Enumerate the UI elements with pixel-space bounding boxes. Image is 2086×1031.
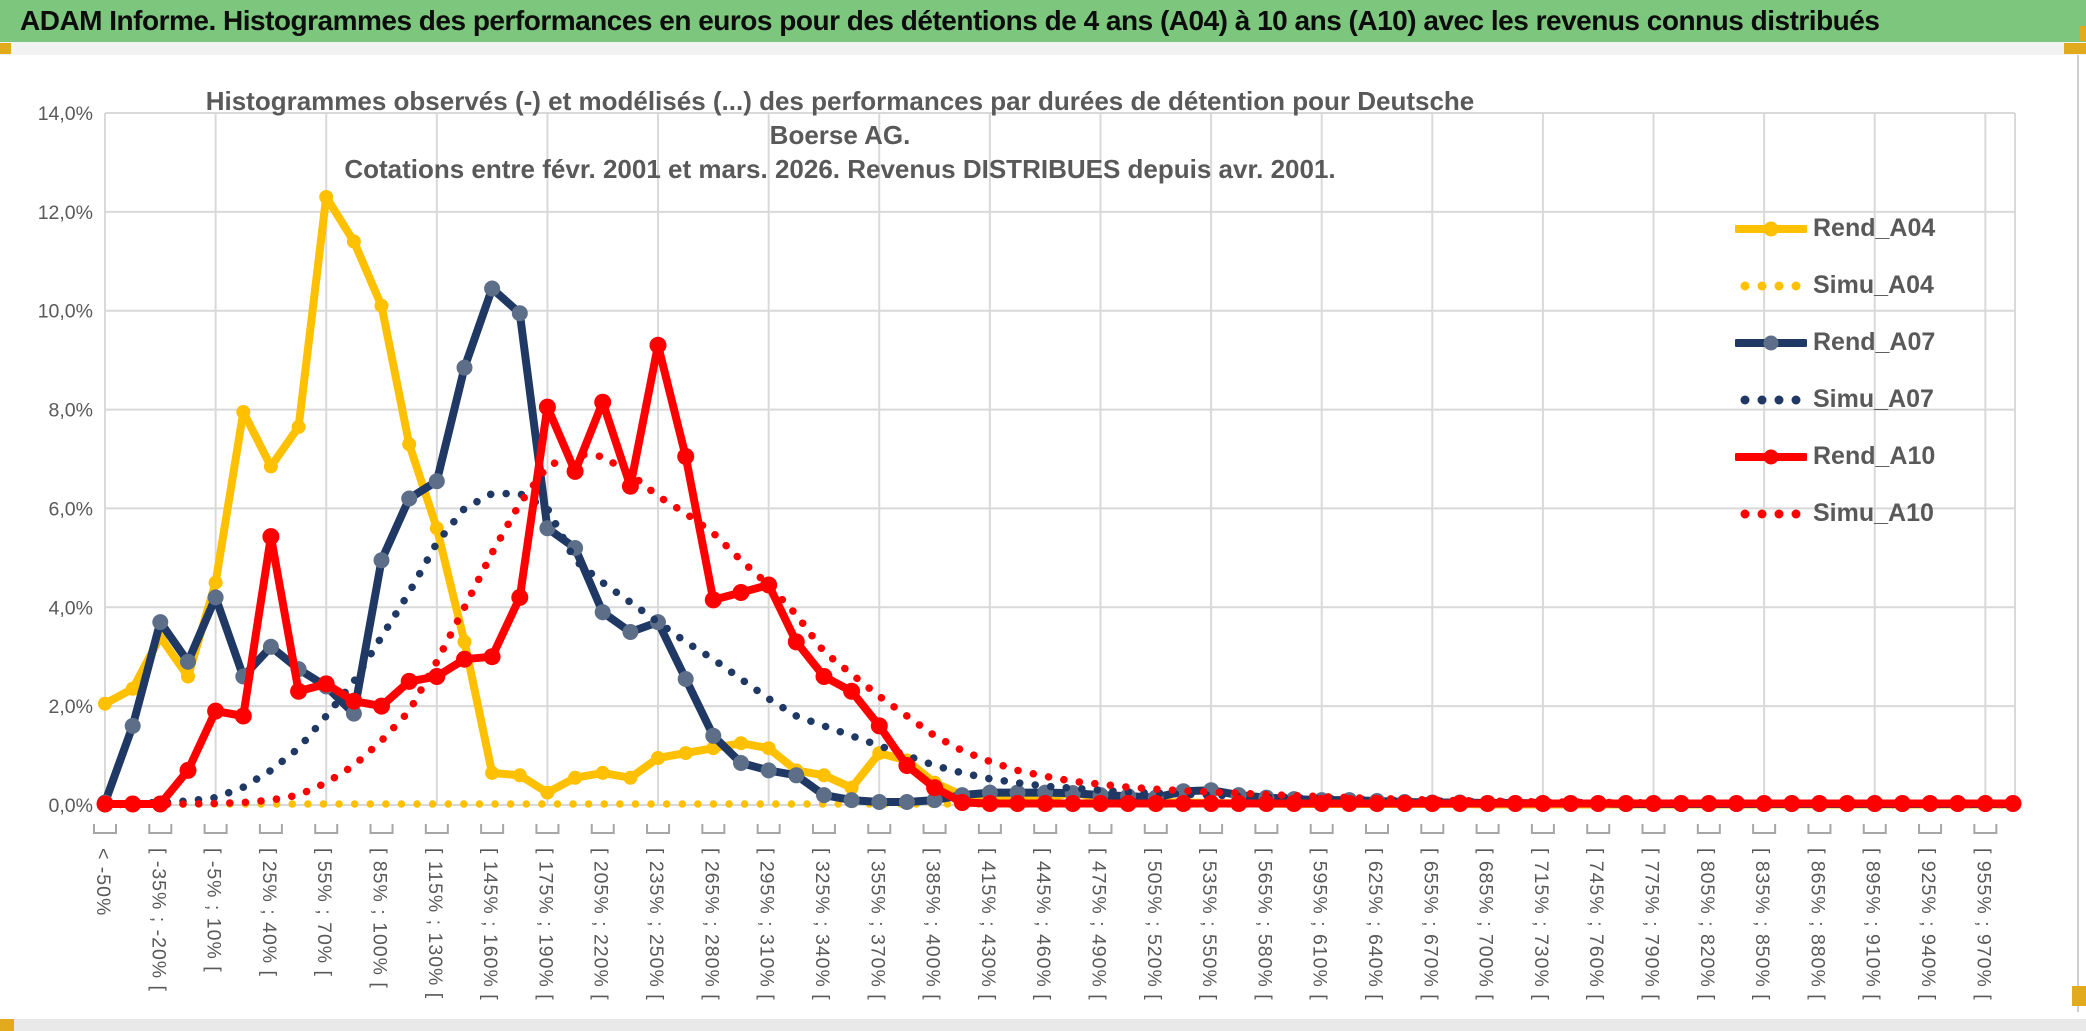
svg-text:[ 325% ; 340% [: [ 325% ; 340% [ bbox=[811, 848, 833, 1001]
svg-text:< -50%: < -50% bbox=[92, 848, 114, 916]
legend-label: Simu_A10 bbox=[1813, 499, 1934, 527]
title-banner: ADAM Informe. Histogrammes des performan… bbox=[0, 0, 2086, 42]
chart-title-line1: Histogrammes observés (-) et modélisés (… bbox=[205, 86, 1475, 150]
dotted-line-sample-icon bbox=[1735, 503, 1807, 525]
legend-label: Rend_A07 bbox=[1813, 328, 1936, 356]
gold-corner-top-left bbox=[0, 43, 11, 54]
svg-text:[ 535% ; 550% [: [ 535% ; 550% [ bbox=[1198, 848, 1220, 1001]
banner-substrip bbox=[0, 42, 2086, 55]
svg-text:[ 205% ; 220% [: [ 205% ; 220% [ bbox=[590, 848, 612, 1001]
svg-text:[ 235% ; 250% [: [ 235% ; 250% [ bbox=[645, 848, 667, 1001]
legend-item-simu-a04[interactable]: Simu_A04 bbox=[1735, 257, 2025, 314]
chart-legend: Rend_A04 Simu_A04 Rend_A07 Simu_A07 Rend… bbox=[1733, 200, 2025, 542]
gold-corner-bottom-left bbox=[0, 1019, 14, 1031]
svg-text:[ 175% ; 190% [: [ 175% ; 190% [ bbox=[534, 848, 556, 1001]
svg-text:[ 355% ; 370% [: [ 355% ; 370% [ bbox=[866, 848, 888, 1001]
legend-item-simu-a07[interactable]: Simu_A07 bbox=[1735, 371, 2025, 428]
gold-corner-top-right bbox=[2064, 43, 2086, 54]
legend-item-rend-a07[interactable]: Rend_A07 bbox=[1733, 314, 2025, 371]
legend-item-rend-a10[interactable]: Rend_A10 bbox=[1733, 428, 2025, 485]
svg-text:[ 145% ; 160% [: [ 145% ; 160% [ bbox=[479, 848, 501, 1001]
svg-text:[ 775% ; 790% [: [ 775% ; 790% [ bbox=[1641, 848, 1663, 1001]
svg-text:2,0%: 2,0% bbox=[49, 696, 93, 718]
chart-title-line2: Cotations entre févr. 2001 et mars. 2026… bbox=[344, 154, 1336, 184]
svg-text:[ 475% ; 490% [: [ 475% ; 490% [ bbox=[1087, 848, 1109, 1001]
svg-text:[ 415% ; 430% [: [ 415% ; 430% [ bbox=[977, 848, 999, 1001]
svg-text:[ 955% ; 970% [: [ 955% ; 970% [ bbox=[1972, 848, 1994, 1001]
svg-text:4,0%: 4,0% bbox=[49, 597, 93, 619]
dotted-line-sample-icon bbox=[1735, 389, 1807, 411]
svg-text:[ 865% ; 880% [: [ 865% ; 880% [ bbox=[1806, 848, 1828, 1001]
svg-text:[ 745% ; 760% [: [ 745% ; 760% [ bbox=[1585, 848, 1607, 1001]
svg-text:10,0%: 10,0% bbox=[38, 301, 93, 323]
legend-label: Rend_A10 bbox=[1813, 442, 1936, 470]
svg-text:[ 805% ; 820% [: [ 805% ; 820% [ bbox=[1696, 848, 1718, 1001]
svg-text:6,0%: 6,0% bbox=[49, 498, 93, 520]
line-sample-icon bbox=[1733, 218, 1809, 240]
svg-text:14,0%: 14,0% bbox=[38, 103, 93, 125]
dotted-line-sample-icon bbox=[1735, 275, 1807, 297]
svg-text:[ -5% ; 10% [: [ -5% ; 10% [ bbox=[203, 848, 225, 973]
svg-text:[ 685% ; 700% [: [ 685% ; 700% [ bbox=[1475, 848, 1497, 1001]
svg-text:[ 595% ; 610% [: [ 595% ; 610% [ bbox=[1309, 848, 1331, 1001]
line-sample-icon bbox=[1733, 446, 1809, 468]
chart-area bbox=[0, 55, 2086, 1015]
svg-text:[ 505% ; 520% [: [ 505% ; 520% [ bbox=[1143, 848, 1165, 1001]
bottom-strip bbox=[0, 1019, 2086, 1031]
svg-text:0,0%: 0,0% bbox=[49, 795, 93, 817]
svg-text:[ 265% ; 280% [: [ 265% ; 280% [ bbox=[700, 848, 722, 1001]
svg-text:[ 715% ; 730% [: [ 715% ; 730% [ bbox=[1530, 848, 1552, 1001]
svg-text:12,0%: 12,0% bbox=[38, 202, 93, 224]
gold-edge-top-right bbox=[2080, 26, 2086, 41]
legend-label: Simu_A07 bbox=[1813, 385, 1934, 413]
line-sample-icon bbox=[1733, 332, 1809, 354]
svg-text:[ 85% ; 100% [: [ 85% ; 100% [ bbox=[369, 848, 391, 989]
legend-label: Simu_A04 bbox=[1813, 271, 1934, 299]
svg-text:[ 655% ; 670% [: [ 655% ; 670% [ bbox=[1419, 848, 1441, 1001]
legend-item-simu-a10[interactable]: Simu_A10 bbox=[1735, 485, 2025, 542]
svg-text:[ 835% ; 850% [: [ 835% ; 850% [ bbox=[1751, 848, 1773, 1001]
svg-text:8,0%: 8,0% bbox=[49, 400, 93, 422]
svg-text:[ 385% ; 400% [: [ 385% ; 400% [ bbox=[922, 848, 944, 1001]
svg-text:[ 115% ; 130% [: [ 115% ; 130% [ bbox=[424, 848, 446, 999]
chart-right-border bbox=[2077, 55, 2079, 1012]
svg-text:[ 55% ; 70% [: [ 55% ; 70% [ bbox=[313, 848, 335, 977]
svg-text:[ 25% ; 40% [: [ 25% ; 40% [ bbox=[258, 848, 280, 977]
svg-text:[ 295% ; 310% [: [ 295% ; 310% [ bbox=[756, 848, 778, 1001]
gold-corner-bottom-right bbox=[2072, 986, 2086, 1006]
svg-text:[ -35% ; -20% [: [ -35% ; -20% [ bbox=[147, 848, 169, 992]
legend-item-rend-a04[interactable]: Rend_A04 bbox=[1733, 200, 2025, 257]
legend-label: Rend_A04 bbox=[1813, 214, 1936, 242]
page-title: ADAM Informe. Histogrammes des performan… bbox=[20, 5, 1880, 36]
svg-text:[ 445% ; 460% [: [ 445% ; 460% [ bbox=[1032, 848, 1054, 1001]
svg-text:[ 895% ; 910% [: [ 895% ; 910% [ bbox=[1862, 848, 1884, 1001]
svg-text:[ 925% ; 940% [: [ 925% ; 940% [ bbox=[1917, 848, 1939, 1001]
svg-text:[ 565% ; 580% [: [ 565% ; 580% [ bbox=[1253, 848, 1275, 1001]
svg-text:[ 625% ; 640% [: [ 625% ; 640% [ bbox=[1364, 848, 1386, 1001]
chart-title: Histogrammes observés (-) et modélisés (… bbox=[190, 84, 1490, 186]
